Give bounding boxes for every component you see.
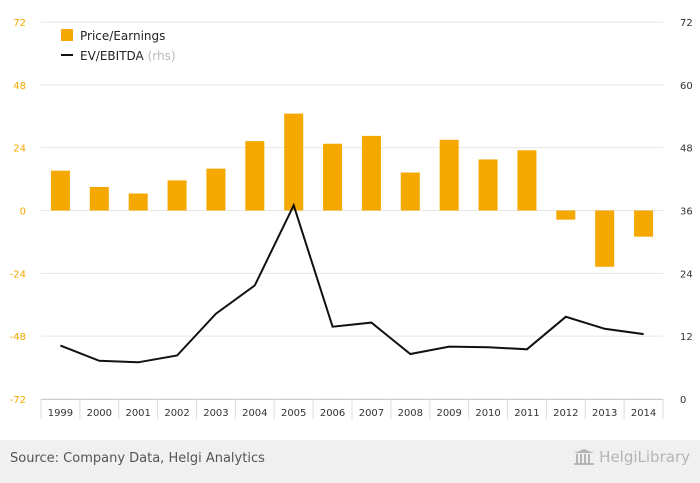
- x-tick-label: 1999: [48, 408, 73, 419]
- left-tick-label: -24: [10, 269, 26, 280]
- bar-2004: [245, 141, 265, 211]
- bar-2002: [167, 180, 187, 211]
- bar-2009: [439, 139, 459, 211]
- x-tick-label: 2010: [475, 408, 500, 419]
- right-tick-label: 48: [680, 144, 693, 155]
- right-tick-label: 0: [680, 395, 686, 406]
- left-tick-label: 72: [13, 18, 26, 29]
- x-tick-label: 2000: [87, 408, 112, 419]
- x-tick-label: 2011: [514, 408, 539, 419]
- bar-2012: [556, 210, 576, 220]
- x-tick-label: 2001: [125, 408, 150, 419]
- right-axis-ticks: 72 60 48 36 24 12 0: [680, 18, 693, 406]
- right-tick-label: 24: [680, 269, 693, 280]
- bar-2008: [400, 172, 420, 211]
- footer: Source: Company Data, Helgi Analytics He…: [0, 440, 700, 483]
- bar-2006: [323, 143, 343, 211]
- legend-label-price-earnings: Price/Earnings: [80, 29, 165, 43]
- x-tick-label: 2009: [436, 408, 461, 419]
- legend-label-ev-ebitda: EV/EBITDA (rhs): [80, 49, 176, 63]
- x-tick-label: 2006: [320, 408, 345, 419]
- left-tick-label: 48: [13, 81, 26, 92]
- legend-label-ev-ebitda-suffix: (rhs): [148, 49, 176, 63]
- left-tick-label: -72: [10, 395, 26, 406]
- bar-2000: [89, 186, 109, 211]
- bar-2005: [284, 113, 304, 211]
- library-building-icon: [574, 449, 595, 465]
- legend-swatch-price-earnings: [61, 29, 73, 41]
- x-tick-label: 2003: [203, 408, 228, 419]
- left-tick-label: 24: [13, 144, 26, 155]
- x-tick-label: 2002: [164, 408, 189, 419]
- bar-2003: [206, 168, 226, 211]
- bar-1999: [50, 170, 70, 211]
- line-series-ev-ebitda: [60, 202, 644, 364]
- x-tick-label: 2013: [592, 408, 617, 419]
- source-note: Source: Company Data, Helgi Analytics: [10, 451, 265, 466]
- bar-2011: [517, 150, 537, 211]
- bar-2013: [595, 210, 615, 267]
- x-tick-label: 2014: [631, 408, 656, 419]
- chart: 1999 2000 2001 2002 2003 2004 2005 2006 2007 2008…: [10, 18, 693, 419]
- right-tick-label: 60: [680, 81, 693, 92]
- bar-2014: [634, 210, 654, 237]
- left-tick-label: 0: [20, 207, 26, 218]
- left-tick-label: -48: [10, 332, 26, 343]
- bar-series-price-earnings: [50, 113, 654, 267]
- bar-2010: [478, 159, 498, 211]
- x-tick-label: 2012: [553, 408, 578, 419]
- right-tick-label: 72: [680, 18, 693, 29]
- line-ev-ebitda: [60, 202, 644, 364]
- x-tick-label: 2008: [398, 408, 423, 419]
- legend: Price/Earnings EV/EBITDA (rhs): [61, 29, 176, 63]
- legend-label-ev-ebitda-name: EV/EBITDA: [80, 49, 145, 63]
- x-tick-label: 2007: [359, 408, 384, 419]
- left-axis-ticks: 72 48 24 0 -24 -48 -72: [10, 18, 26, 406]
- x-tick-label: 2004: [242, 408, 267, 419]
- x-axis: 1999 2000 2001 2002 2003 2004 2005 2006 2007 2008…: [40, 399, 664, 419]
- brand-logo: HelgiLibrary: [573, 448, 690, 466]
- right-tick-label: 12: [680, 332, 693, 343]
- bar-2007: [361, 135, 381, 211]
- bar-2001: [128, 193, 148, 211]
- right-tick-label: 36: [680, 207, 693, 218]
- x-tick-label: 2005: [281, 408, 306, 419]
- brand-name: HelgiLibrary: [599, 448, 690, 466]
